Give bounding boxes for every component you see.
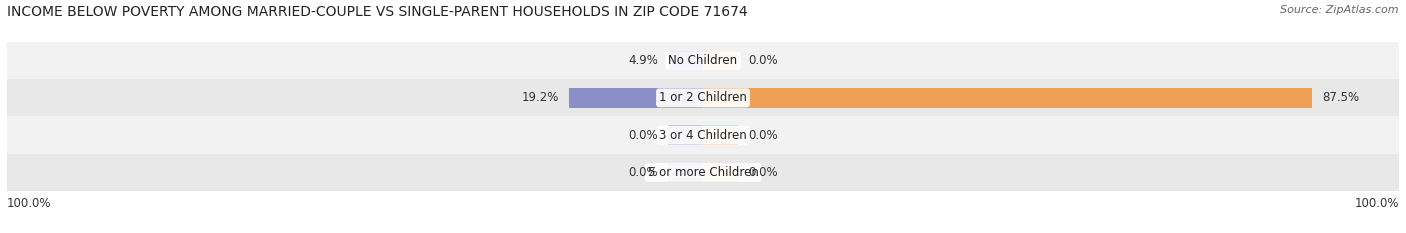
Text: INCOME BELOW POVERTY AMONG MARRIED-COUPLE VS SINGLE-PARENT HOUSEHOLDS IN ZIP COD: INCOME BELOW POVERTY AMONG MARRIED-COUPL… [7, 5, 748, 19]
Text: 100.0%: 100.0% [7, 197, 52, 210]
Bar [7, 79, 1399, 116]
Text: 0.0%: 0.0% [748, 166, 778, 179]
Bar [569, 88, 703, 108]
Text: 3 or 4 Children: 3 or 4 Children [659, 129, 747, 142]
Bar [669, 51, 703, 70]
Bar [703, 125, 738, 145]
Text: 1 or 2 Children: 1 or 2 Children [659, 91, 747, 104]
Text: Source: ZipAtlas.com: Source: ZipAtlas.com [1281, 5, 1399, 15]
Text: 87.5%: 87.5% [1323, 91, 1360, 104]
Bar [703, 88, 1312, 108]
Text: 19.2%: 19.2% [522, 91, 560, 104]
Bar [7, 154, 1399, 191]
Bar [703, 51, 738, 70]
Text: 0.0%: 0.0% [748, 54, 778, 67]
Bar [668, 163, 703, 182]
Bar [703, 163, 738, 182]
Text: 0.0%: 0.0% [628, 166, 658, 179]
Text: No Children: No Children [668, 54, 738, 67]
Text: 4.9%: 4.9% [628, 54, 658, 67]
Text: 0.0%: 0.0% [748, 129, 778, 142]
Bar [668, 125, 703, 145]
Text: 100.0%: 100.0% [1354, 197, 1399, 210]
Text: 5 or more Children: 5 or more Children [648, 166, 758, 179]
Text: 0.0%: 0.0% [628, 129, 658, 142]
Bar [7, 42, 1399, 79]
Bar [7, 116, 1399, 154]
